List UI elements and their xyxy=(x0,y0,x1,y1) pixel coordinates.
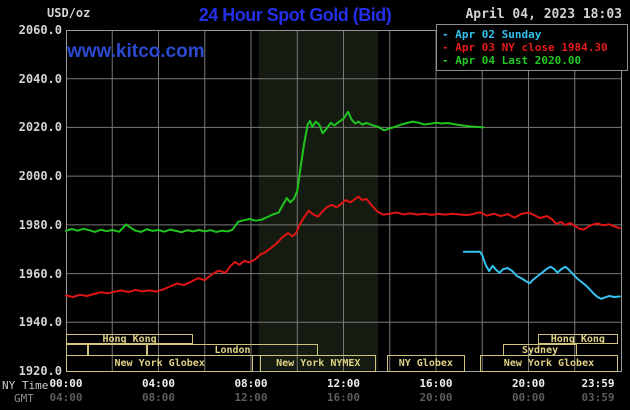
legend-box: - Apr 02 Sunday - Apr 03 NY close 1984.3… xyxy=(436,24,628,71)
y-tick-label: 1940.0 xyxy=(18,315,62,330)
y-tick-label: 2060.0 xyxy=(18,23,62,37)
price-line-apr04 xyxy=(65,110,485,234)
session-box xyxy=(87,344,147,356)
gmt-tick-label: 08:00 xyxy=(141,391,176,404)
kitco-watermark-link[interactable]: www.kitco.com xyxy=(67,41,205,62)
y-tick-label: 2020.0 xyxy=(18,120,62,135)
ny-time-tick-label: 00:00 xyxy=(49,377,83,390)
legend-item-apr04: - Apr 04 Last 2020.00 xyxy=(442,54,582,67)
session-box-london: London xyxy=(146,344,319,356)
session-box xyxy=(66,344,88,356)
y-axis-unit-label: USD/oz xyxy=(47,6,91,20)
session-box-new-york-globex: New York Globex xyxy=(66,355,254,372)
gmt-tick-label: 20:00 xyxy=(419,391,453,404)
legend-item-apr03: - Apr 03 NY close 1984.30 xyxy=(442,41,608,54)
legend-item-apr02: - Apr 02 Sunday xyxy=(442,28,542,41)
y-tick-label: 1980.0 xyxy=(18,217,62,232)
y-tick-label: 1960.0 xyxy=(18,266,62,281)
session-box-sydney: Sydney xyxy=(503,344,578,356)
session-box-new-york-globex: New York Globex xyxy=(479,355,618,372)
gmt-tick-label: 03:59 xyxy=(581,391,615,404)
ny-time-tick-label: 08:00 xyxy=(234,377,268,390)
gmt-axis-label: GMT xyxy=(14,392,34,405)
y-tick-label: 2000.0 xyxy=(18,169,62,184)
ny-time-tick-label: 16:00 xyxy=(419,377,453,390)
session-box-hong-kong: Hong Kong xyxy=(537,334,618,344)
session-box-ny-globex: NY Globex xyxy=(386,355,465,372)
ny-time-tick-label: 20:00 xyxy=(511,377,546,390)
gmt-tick-label: 12:00 xyxy=(234,391,268,404)
gmt-tick-label: 04:00 xyxy=(49,391,83,404)
price-line-apr03 xyxy=(65,195,621,298)
ny-time-axis-label: NY Time xyxy=(2,379,49,392)
gmt-tick-label: 00:00 xyxy=(511,391,546,404)
plot-border xyxy=(66,30,622,372)
session-box-new-york-nymex: New York NYMEX xyxy=(260,355,377,372)
y-tick-label: 2040.0 xyxy=(18,71,62,86)
ny-time-tick-label: 04:00 xyxy=(141,377,176,390)
nymex-session-highlight-band xyxy=(258,30,379,371)
ny-time-tick-label: 23:59 xyxy=(581,377,615,390)
page-title: 24 Hour Spot Gold (Bid) xyxy=(198,5,392,25)
y-tick-label: 1920.0 xyxy=(18,364,62,378)
gmt-tick-label: 16:00 xyxy=(326,391,361,404)
price-line-apr02 xyxy=(462,250,621,300)
ny-time-tick-label: 12:00 xyxy=(326,377,361,390)
session-box-hong-kong: Hong Kong xyxy=(66,334,194,344)
chart-datetime: April 04, 2023 18:03 xyxy=(465,7,622,22)
